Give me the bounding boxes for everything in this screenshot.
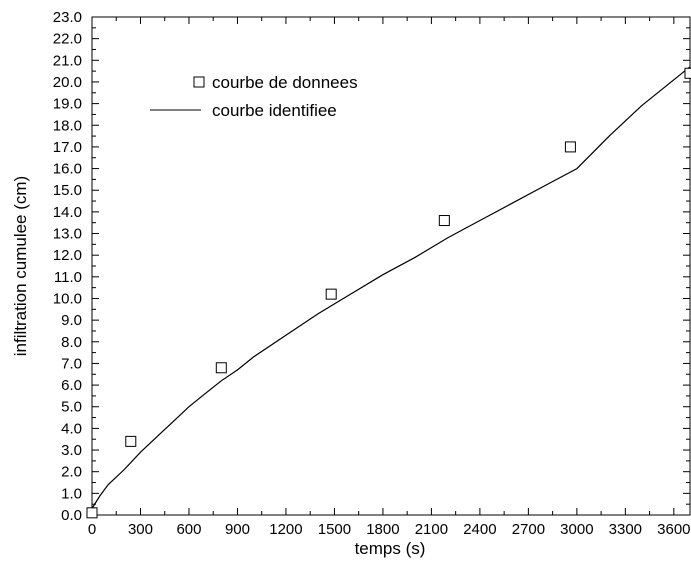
y-tick-label: 13.0 <box>53 226 82 243</box>
y-tick-label: 1.0 <box>61 485 82 502</box>
series-courbe-de-donnees <box>86 67 691 519</box>
data-point-marker <box>438 215 450 227</box>
y-tick-label: 10.0 <box>53 290 82 307</box>
y-tick-label: 4.0 <box>61 420 82 437</box>
y-tick-label: 5.0 <box>61 399 82 416</box>
x-tick-label: 2700 <box>512 521 545 538</box>
y-tick-label: 3.0 <box>61 442 82 459</box>
y-axis-ticks: 0.0 1.0 2.0 3.0 4.0 5.0 6.0 7.0 8.0 9.0 10.0 11.0 12… <box>53 9 690 524</box>
data-point-marker <box>125 435 137 447</box>
x-tick-label: 3600 <box>657 521 690 538</box>
y-tick-label: 23.0 <box>53 9 82 26</box>
x-tick-label: 300 <box>128 521 153 538</box>
data-point-marker <box>564 141 576 153</box>
x-tick-label: 3300 <box>609 521 642 538</box>
y-tick-label: 2.0 <box>61 464 82 481</box>
y-tick-label: 6.0 <box>61 377 82 394</box>
y-tick-label: 19.0 <box>53 96 82 113</box>
x-tick-label: 600 <box>176 521 201 538</box>
y-axis-title: infiltration cumulee (cm) <box>11 176 30 356</box>
x-tick-label: 2100 <box>415 521 448 538</box>
x-tick-label: 2400 <box>463 521 496 538</box>
x-tick-label: 3000 <box>560 521 593 538</box>
y-tick-label: 7.0 <box>61 355 82 372</box>
data-point-marker <box>684 67 691 79</box>
y-tick-label: 17.0 <box>53 139 82 156</box>
y-tick-label: 21.0 <box>53 52 82 69</box>
series-courbe-identifiee <box>91 66 691 509</box>
x-axis-title: temps (s) <box>355 539 426 558</box>
legend-label-data: courbe de donnees <box>212 73 358 92</box>
y-tick-label: 18.0 <box>53 117 82 134</box>
y-tick-label: 9.0 <box>61 312 82 329</box>
y-tick-label: 14.0 <box>53 204 82 221</box>
plot-frame <box>91 16 691 516</box>
y-tick-label: 8.0 <box>61 334 82 351</box>
x-axis-ticks: 0 300 600 900 1200 1500 1800 2100 2400 2700 3000 33… <box>88 17 691 538</box>
legend-label-fit: courbe identifiee <box>212 101 337 120</box>
x-tick-label: 0 <box>88 521 96 538</box>
y-tick-label: 12.0 <box>53 247 82 264</box>
y-tick-label: 20.0 <box>53 74 82 91</box>
x-tick-label: 1800 <box>366 521 399 538</box>
y-tick-label: 22.0 <box>53 31 82 48</box>
y-tick-label: 15.0 <box>53 182 82 199</box>
x-tick-label: 1200 <box>269 521 302 538</box>
data-point-marker <box>215 362 227 374</box>
legend: courbe de donnees courbe identifiee <box>150 73 358 120</box>
x-tick-label: 1500 <box>318 521 351 538</box>
data-point-marker <box>325 288 337 300</box>
y-tick-label: 16.0 <box>53 161 82 178</box>
y-tick-label: 11.0 <box>54 269 82 286</box>
fit-curve <box>91 66 691 509</box>
data-point-marker <box>86 507 98 519</box>
y-tick-label: 0.0 <box>61 507 82 524</box>
legend-marker-square <box>193 76 205 88</box>
x-tick-label: 900 <box>225 521 250 538</box>
